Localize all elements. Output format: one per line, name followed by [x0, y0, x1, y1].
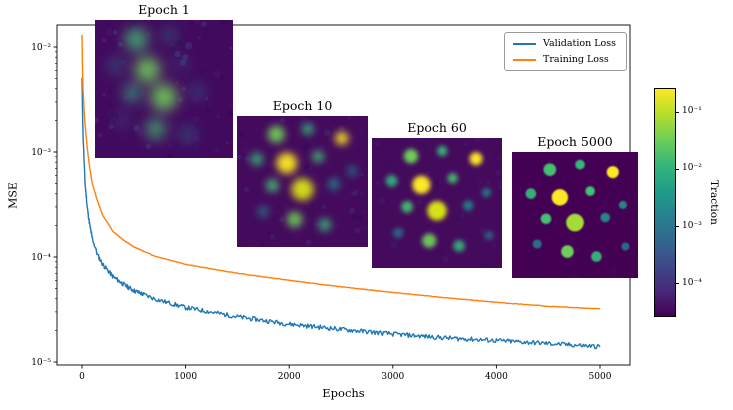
colorbar-tick-mark [676, 226, 679, 228]
colorbar-tick-mark [676, 283, 679, 285]
y-tick-label: 10⁻² [31, 43, 51, 53]
x-tick-label: 4000 [485, 372, 508, 382]
x-tick-label: 1000 [174, 372, 197, 382]
colorbar-tick-label: 10⁻³ [682, 220, 702, 231]
legend-entry: Training Loss [513, 54, 616, 65]
legend-label: Training Loss [543, 54, 609, 65]
colorbar-tick-label: 10⁻¹ [682, 106, 702, 117]
y-tick-label: 10⁻⁴ [31, 253, 51, 263]
series-validation-loss [81, 77, 601, 350]
legend: Validation Loss Training Loss [504, 32, 627, 71]
colorbar-tick-mark [676, 168, 679, 170]
x-tick-label: 3000 [381, 372, 404, 382]
colorbar-ticks: 10⁻¹ 10⁻² 10⁻³ 10⁻⁴ [676, 88, 733, 317]
colorbar-tick-label: 10⁻⁴ [682, 277, 702, 288]
colorbar: 10⁻¹ 10⁻² 10⁻³ 10⁻⁴ [654, 88, 733, 317]
axes-frame [56, 24, 631, 366]
x-axis-label: Epochs [322, 386, 365, 400]
y-tick-label: 10⁻⁵ [31, 358, 51, 368]
y-axis-label: MSE [6, 182, 20, 209]
series-training-loss [81, 34, 601, 310]
colorbar-label: Traction [708, 179, 720, 225]
x-tick-label: 0 [79, 372, 85, 382]
legend-line-swatch [513, 42, 537, 45]
y-tick-label: 10⁻³ [31, 148, 51, 158]
legend-line-swatch [513, 58, 537, 61]
x-tick-label: 5000 [589, 372, 612, 382]
x-tick-label: 2000 [278, 372, 301, 382]
colorbar-tick-mark [676, 111, 679, 113]
colorbar-gradient [654, 88, 676, 317]
legend-entry: Validation Loss [513, 38, 616, 49]
colorbar-tick-label: 10⁻² [682, 163, 702, 174]
legend-label: Validation Loss [543, 38, 616, 49]
